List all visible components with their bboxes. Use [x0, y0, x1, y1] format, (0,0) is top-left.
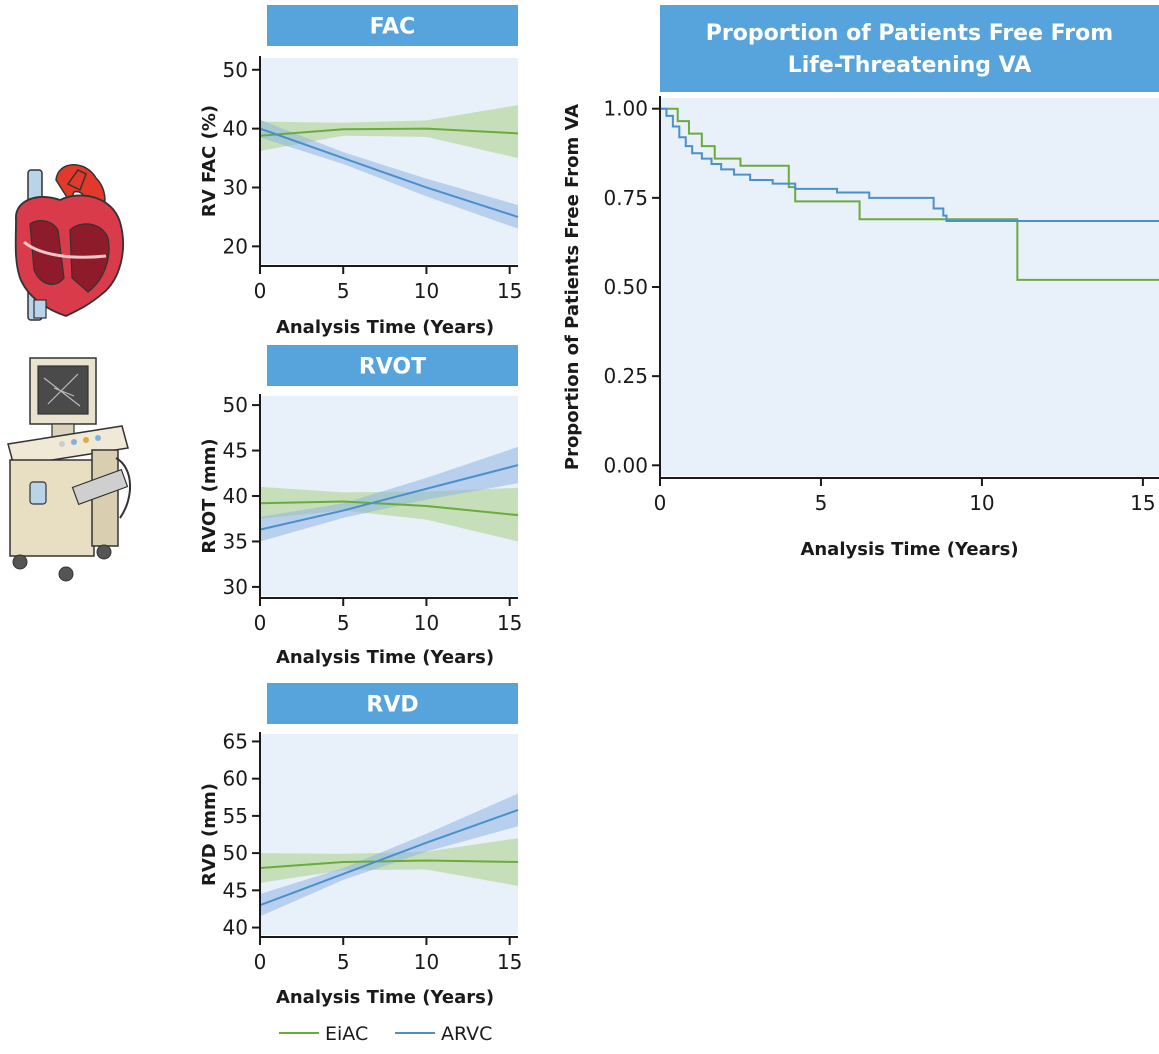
y-tick-label: 50: [223, 393, 248, 417]
plot-area: [660, 98, 1159, 476]
x-tick-label: 15: [497, 950, 522, 974]
heart-anatomy-icon: [14, 164, 124, 321]
y-tick-label: 50: [223, 841, 248, 865]
legend: EiAC ARVC: [279, 1023, 492, 1045]
legend-arvc-label: ARVC: [441, 1023, 492, 1045]
x-tick-label: 5: [337, 950, 350, 974]
x-tick-label: 10: [414, 279, 439, 303]
chart-title-bar: [267, 5, 518, 46]
chart-title: RVOT: [359, 355, 426, 380]
chart-title: Proportion of Patients Free From Life-Thr…: [706, 21, 1113, 78]
x-tick-label: 5: [337, 611, 350, 635]
echocardiography-machine-icon: [7, 357, 132, 582]
series-line-arvc: [660, 107, 1159, 223]
chart-title-line: Life-Threatening VA: [788, 53, 1032, 78]
y-axis-title: Proportion of Patients Free From VA: [562, 104, 583, 470]
y-tick-label: 35: [223, 529, 248, 553]
plot-area: [260, 58, 518, 264]
confidence-band-arvc: [260, 793, 518, 917]
chart-title-bar: [267, 683, 518, 724]
series-line-eiac: [259, 127, 519, 137]
y-tick-label: 30: [223, 175, 248, 199]
series-line-arvc: [259, 127, 519, 218]
x-tick-label: 5: [815, 491, 828, 515]
x-axis-title: Analysis Time (Years): [276, 987, 494, 1008]
series-line-arvc: [259, 808, 519, 907]
confidence-band-arvc: [260, 446, 518, 542]
y-tick-label: 45: [223, 878, 248, 902]
y-tick-label: 65: [223, 729, 248, 753]
y-tick-label: 60: [223, 767, 248, 791]
x-tick-label: 15: [497, 611, 522, 635]
series-line-eiac: [259, 500, 519, 517]
y-tick-label: 30: [223, 575, 248, 599]
chart-3: Proportion of Patients Free From Life-Thr…: [562, 5, 1159, 560]
y-axis-title: RVD (mm): [199, 783, 220, 886]
chart-title-bar: [267, 345, 518, 386]
y-axis-title: RVOT (mm): [199, 438, 220, 553]
y-tick-label: 40: [223, 916, 248, 940]
chart-title: FAC: [370, 15, 416, 40]
y-axis-title: RV FAC (%): [199, 105, 220, 217]
x-tick-label: 0: [254, 611, 267, 635]
x-tick-label: 15: [1130, 491, 1155, 515]
x-tick-label: 0: [254, 279, 267, 303]
x-tick-label: 10: [414, 611, 439, 635]
x-tick-label: 0: [254, 950, 267, 974]
y-tick-label: 0.25: [603, 364, 648, 388]
y-tick-label: 40: [223, 117, 248, 141]
y-tick-label: 0.75: [603, 186, 648, 210]
y-tick-label: 40: [223, 484, 248, 508]
confidence-band-eiac: [260, 105, 518, 159]
legend-eiac-label: EiAC: [325, 1023, 368, 1045]
x-tick-label: 10: [969, 491, 994, 515]
x-tick-label: 5: [337, 279, 350, 303]
x-tick-label: 0: [654, 491, 667, 515]
x-axis-title: Analysis Time (Years): [800, 539, 1018, 560]
x-axis-title: Analysis Time (Years): [276, 647, 494, 668]
confidence-band-eiac: [260, 486, 518, 542]
y-tick-label: 0.50: [603, 275, 648, 299]
y-tick-label: 55: [223, 804, 248, 828]
series-line-arvc: [259, 464, 519, 531]
x-tick-label: 10: [414, 950, 439, 974]
y-tick-label: 45: [223, 439, 248, 463]
y-tick-label: 1.00: [603, 97, 648, 121]
series-line-eiac: [660, 107, 1159, 281]
x-axis-title: Analysis Time (Years): [276, 317, 494, 338]
series-line-eiac: [259, 859, 519, 869]
y-tick-label: 20: [223, 234, 248, 258]
chart-title-bar: [660, 5, 1159, 92]
y-tick-label: 0.00: [603, 453, 648, 477]
chart-title-line: Proportion of Patients Free From: [706, 21, 1113, 46]
y-tick-label: 50: [223, 58, 248, 82]
x-tick-label: 15: [497, 279, 522, 303]
chart-title: RVD: [366, 693, 418, 718]
